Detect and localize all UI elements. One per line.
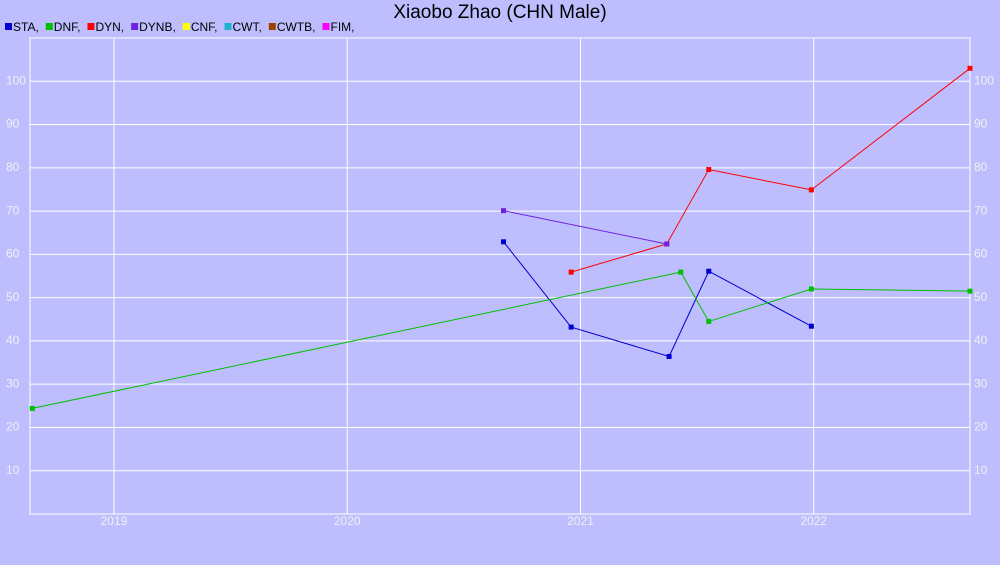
legend-swatch (87, 23, 95, 30)
x-tick-label: 2022 (800, 514, 827, 528)
x-tick-label: 2019 (101, 514, 128, 528)
legend-label: CWTB, (277, 20, 316, 34)
y2-tick-label: 40 (974, 333, 988, 347)
legend-label: DYNB, (139, 20, 176, 34)
data-point (666, 353, 672, 359)
y2-tick-label: 100 (974, 73, 994, 87)
data-point (500, 239, 506, 245)
data-point (568, 324, 574, 330)
x-tick-label: 2021 (567, 514, 594, 528)
y-tick-label: 100 (6, 73, 26, 87)
data-point (29, 405, 35, 411)
data-point (706, 268, 712, 274)
data-point (568, 269, 574, 275)
legend-label: DNF, (54, 20, 81, 34)
y2-tick-label: 90 (974, 117, 988, 131)
data-point (664, 241, 670, 247)
y2-tick-label: 50 (974, 290, 988, 304)
y-tick-label: 80 (6, 160, 20, 174)
y-tick-label: 50 (6, 290, 20, 304)
data-point (967, 288, 973, 294)
plot-area (29, 37, 971, 515)
data-point (967, 65, 973, 71)
y-tick-label: 70 (6, 203, 20, 217)
y2-tick-label: 30 (974, 376, 988, 390)
data-point (808, 286, 814, 292)
y2-tick-label: 60 (974, 247, 988, 261)
legend-swatch (322, 23, 330, 30)
legend-label: DYN, (95, 20, 124, 34)
data-point (706, 318, 712, 324)
y2-tick-label: 70 (974, 203, 988, 217)
legend-label: FIM, (330, 20, 354, 34)
legend-swatch (131, 23, 139, 30)
y-tick-label: 90 (6, 117, 20, 131)
y2-tick-label: 10 (974, 463, 988, 477)
x-tick-label: 2020 (334, 514, 361, 528)
legend-swatch (182, 23, 190, 30)
legend-label: CWT, (232, 20, 261, 34)
y-tick-label: 20 (6, 420, 20, 434)
y2-tick-label: 20 (974, 420, 988, 434)
data-point (706, 167, 712, 173)
legend-label: STA, (13, 20, 39, 34)
data-point (678, 269, 684, 275)
legend-swatch (224, 23, 232, 30)
legend-label: CNF, (191, 20, 218, 34)
series-line (503, 210, 667, 245)
data-point (808, 323, 814, 329)
y-tick-label: 40 (6, 333, 20, 347)
data-point (808, 187, 814, 193)
chart-title: Xiaobo Zhao (CHN Male) (393, 2, 606, 23)
legend-swatch (45, 23, 53, 30)
y2-tick-label: 80 (974, 160, 988, 174)
legend-swatch (268, 23, 276, 30)
y-tick-label: 10 (6, 463, 20, 477)
y-tick-label: 60 (6, 247, 20, 261)
data-point (500, 208, 506, 214)
legend-swatch (5, 23, 12, 30)
y-tick-label: 30 (6, 376, 20, 390)
